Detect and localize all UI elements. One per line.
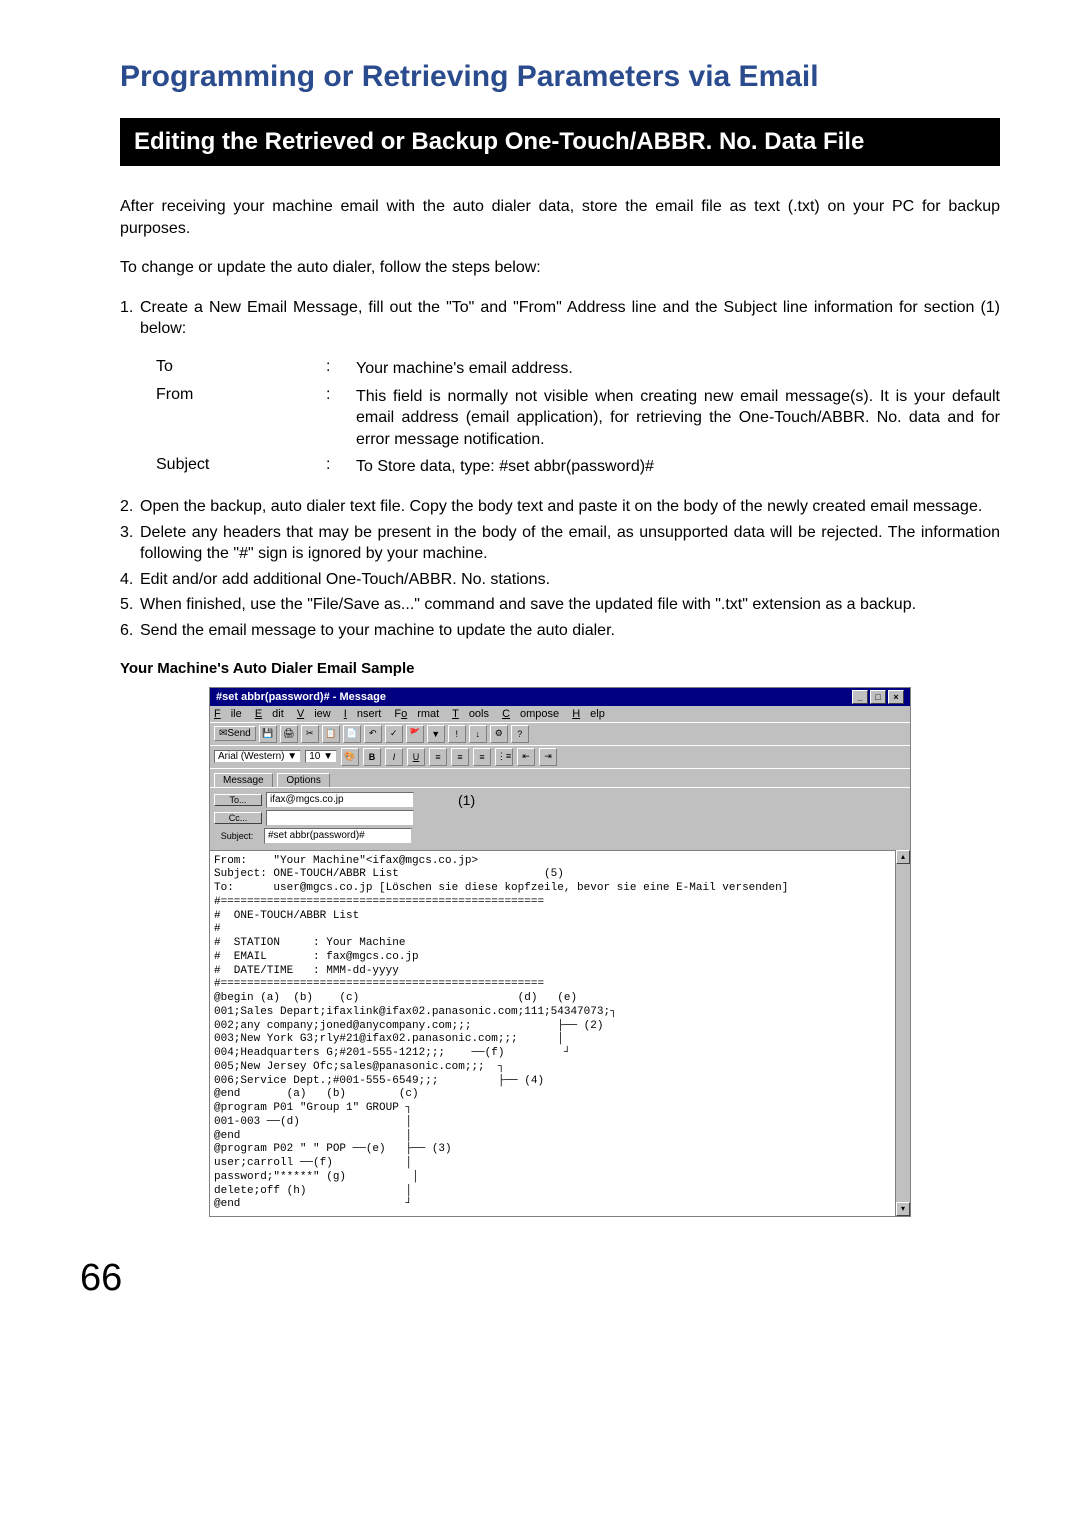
step-4-text: Edit and/or add additional One-Touch/ABB… (140, 569, 1000, 591)
check-icon[interactable]: ✓ (385, 725, 403, 743)
header-fields: To... ifax@mgcs.co.jp (1) Cc... Subject:… (210, 787, 910, 850)
step-2-text: Open the backup, auto dialer text file. … (140, 496, 1000, 518)
subject-input[interactable]: #set abbr(password)# (264, 828, 412, 844)
intro-para-2: To change or update the auto dialer, fol… (120, 257, 1000, 279)
subject-label: Subject (156, 456, 326, 478)
vertical-scrollbar[interactable]: ▴ ▾ (895, 850, 910, 1217)
exclaim-icon[interactable]: ! (448, 725, 466, 743)
menu-file[interactable]: File (214, 708, 242, 720)
email-body[interactable]: From: "Your Machine"<ifax@mgcs.co.jp> Su… (210, 850, 910, 1217)
from-value: This field is normally not visible when … (356, 386, 1000, 451)
font-size-select[interactable]: 10 ▼ (305, 750, 337, 763)
paste-icon[interactable]: 📄 (343, 725, 361, 743)
page-title: Programming or Retrieving Parameters via… (120, 60, 1000, 94)
step-1: 1.Create a New Email Message, fill out t… (120, 297, 1000, 340)
print-icon[interactable]: 🖨 (280, 725, 298, 743)
to-value: Your machine's email address. (356, 358, 1000, 380)
align-center-icon[interactable]: ≡ (451, 748, 469, 766)
menu-format[interactable]: Format (394, 708, 439, 720)
outdent-icon[interactable]: ⇤ (517, 748, 535, 766)
step-3-text: Delete any headers that may be present i… (140, 522, 1000, 565)
format-toolbar: Arial (Western) ▼ 10 ▼ 🎨 B I U ≡ ≡ ≡ ⋮≡ … (210, 745, 910, 768)
menu-help[interactable]: Help (572, 708, 605, 720)
intro-para-1: After receiving your machine email with … (120, 196, 1000, 239)
minimize-icon[interactable]: _ (852, 690, 868, 704)
arrow-down2-icon[interactable]: ↓ (469, 725, 487, 743)
menu-compose[interactable]: Compose (502, 708, 559, 720)
cc-button[interactable]: Cc... (214, 812, 262, 824)
toolbar-1: ✉Send 💾 🖨 ✂ 📋 📄 ↶ ✓ 🚩 ▼ ! ↓ ⚙ ? (210, 722, 910, 745)
subject-value: To Store data, type: #set abbr(password)… (356, 456, 1000, 478)
menu-tools[interactable]: Tools (452, 708, 489, 720)
bullets-icon[interactable]: ⋮≡ (495, 748, 513, 766)
cut-icon[interactable]: ✂ (301, 725, 319, 743)
menu-bar: File Edit View Insert Format Tools Compo… (210, 706, 910, 722)
copy-icon[interactable]: 📋 (322, 725, 340, 743)
cc-input[interactable] (266, 810, 414, 826)
italic-icon[interactable]: I (385, 748, 403, 766)
close-icon[interactable]: × (888, 690, 904, 704)
email-fields-table: To : Your machine's email address. From … (156, 358, 1000, 478)
from-label: From (156, 386, 326, 451)
sample-heading: Your Machine's Auto Dialer Email Sample (120, 660, 1000, 677)
help-icon[interactable]: ? (511, 725, 529, 743)
indent-icon[interactable]: ⇥ (539, 748, 557, 766)
to-label: To (156, 358, 326, 380)
step-6-text: Send the email message to your machine t… (140, 620, 1000, 642)
align-left-icon[interactable]: ≡ (429, 748, 447, 766)
window-title-text: #set abbr(password)# - Message (216, 691, 386, 703)
menu-edit[interactable]: Edit (255, 708, 284, 720)
to-input[interactable]: ifax@mgcs.co.jp (266, 792, 414, 808)
email-client-window: #set abbr(password)# - Message _ □ × Fil… (209, 687, 911, 1218)
save-icon[interactable]: 💾 (259, 725, 277, 743)
to-button[interactable]: To... (214, 794, 262, 806)
steps-2-6: 2.Open the backup, auto dialer text file… (120, 496, 1000, 642)
font-name-select[interactable]: Arial (Western) ▼ (214, 750, 301, 763)
align-right-icon[interactable]: ≡ (473, 748, 491, 766)
menu-insert[interactable]: Insert (344, 708, 382, 720)
flag-icon[interactable]: 🚩 (406, 725, 424, 743)
font-color-icon[interactable]: 🎨 (341, 748, 359, 766)
scroll-up-icon[interactable]: ▴ (896, 850, 910, 864)
options-icon[interactable]: ⚙ (490, 725, 508, 743)
scroll-down-icon[interactable]: ▾ (896, 1202, 910, 1216)
window-titlebar: #set abbr(password)# - Message _ □ × (210, 688, 910, 706)
tab-options[interactable]: Options (277, 773, 329, 787)
underline-icon[interactable]: U (407, 748, 425, 766)
step-5-text: When finished, use the "File/Save as..."… (140, 594, 1000, 616)
subject-label-field: Subject: (214, 831, 260, 841)
bold-icon[interactable]: B (363, 748, 381, 766)
menu-view[interactable]: View (297, 708, 331, 720)
page-number: 66 (80, 1257, 1000, 1300)
section-bar: Editing the Retrieved or Backup One-Touc… (120, 118, 1000, 166)
send-button[interactable]: ✉Send (214, 726, 256, 741)
callout-1: (1) (458, 792, 475, 808)
arrow-down-icon[interactable]: ▼ (427, 725, 445, 743)
step-1-text: Create a New Email Message, fill out the… (140, 297, 1000, 340)
tabs-row: Message Options (210, 768, 910, 787)
maximize-icon[interactable]: □ (870, 690, 886, 704)
undo-icon[interactable]: ↶ (364, 725, 382, 743)
tab-message[interactable]: Message (214, 773, 273, 787)
